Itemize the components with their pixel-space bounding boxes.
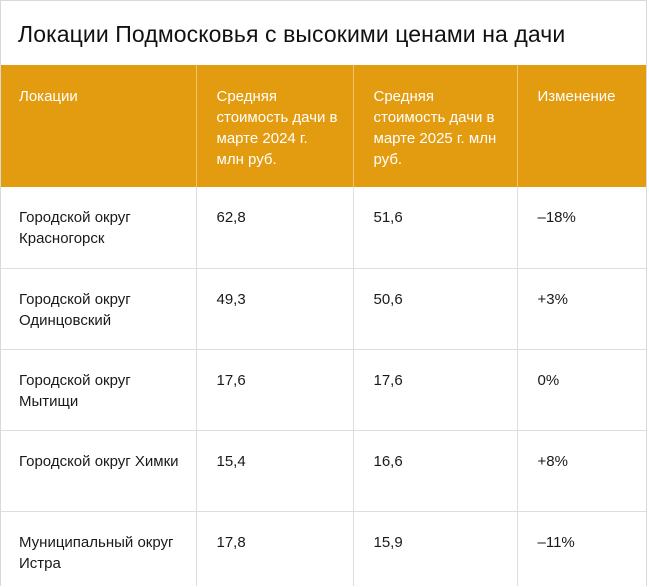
table-row: Городской округ Красногорск 62,8 51,6 –1…: [1, 187, 646, 268]
cell-price-2024: 62,8: [196, 187, 354, 268]
price-table: Локации Средняя стоимость дачи в марте 2…: [1, 65, 646, 586]
table-row: Муниципальный округ Истра 17,8 15,9 –11%: [1, 510, 646, 586]
table-body: Городской округ Красногорск 62,8 51,6 –1…: [1, 187, 646, 586]
column-header-change: Изменение: [517, 65, 646, 187]
cell-change: –11%: [517, 510, 646, 586]
table-row: Городской округ Химки 15,4 16,6 +8%: [1, 429, 646, 511]
table-header: Локации Средняя стоимость дачи в марте 2…: [1, 65, 646, 187]
cell-price-2024: 15,4: [196, 429, 354, 511]
cell-location: Городской округ Мытищи: [1, 348, 197, 430]
table-title: Локации Подмосковья с высокими ценами на…: [18, 21, 566, 47]
cell-price-2025: 16,6: [353, 429, 518, 511]
cell-location: Городской округ Химки: [1, 429, 197, 511]
cell-price-2025: 17,6: [353, 348, 518, 430]
cell-change: 0%: [517, 348, 646, 430]
cell-price-2025: 15,9: [353, 510, 518, 586]
cell-price-2024: 49,3: [196, 267, 354, 349]
cell-change: +3%: [517, 267, 646, 349]
cell-location: Городской округ Красногорск: [1, 187, 197, 268]
cell-change: –18%: [537, 209, 576, 226]
cell-location: Муниципальный округ Истра: [1, 510, 197, 586]
header-row: Локации Средняя стоимость дачи в марте 2…: [1, 65, 646, 187]
cell-price-2024: 17,6: [196, 348, 354, 430]
column-header-price-2025: Средняя стоимость дачи в марте 2025 г. м…: [353, 65, 518, 187]
cell-price-2024: 17,8: [196, 510, 354, 586]
cell-location: Городской округ Одинцовский: [1, 267, 197, 349]
table-row: Городской округ Мытищи 17,6 17,6 0%: [1, 348, 646, 430]
cell-price-2025: 51,6: [353, 187, 518, 268]
cell-price-2025: 50,6: [353, 267, 518, 349]
cell-change: +8%: [517, 429, 646, 511]
table-row: Городской округ Одинцовский 49,3 50,6 +3…: [1, 267, 646, 349]
column-header-location: Локации: [1, 65, 197, 187]
column-header-price-2024: Средняя стоимость дачи в марте 2024 г. м…: [196, 65, 354, 187]
